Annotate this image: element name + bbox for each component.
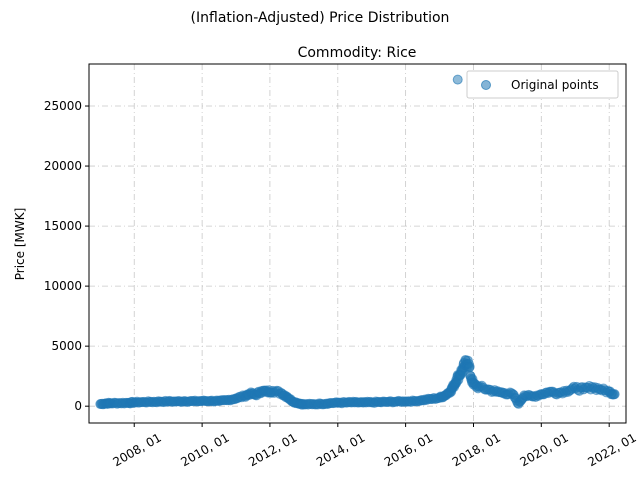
data-point bbox=[608, 389, 619, 400]
data-point bbox=[452, 74, 463, 85]
x-axis-ticks: 2008, 01 2010, 01 2012, 01 2014, 01 2016, 01… bbox=[110, 423, 639, 469]
x-tick-label: 2008, 01 bbox=[110, 430, 163, 469]
y-tick-label: 10000 bbox=[44, 279, 82, 293]
legend-marker bbox=[481, 80, 491, 90]
y-axis-label: Price [MWK] bbox=[13, 208, 27, 281]
x-tick-label: 2018, 01 bbox=[450, 430, 503, 469]
y-axis-ticks: 0 5000 10000 15000 20000 25000 bbox=[44, 99, 89, 413]
y-tick-label: 0 bbox=[74, 399, 82, 413]
y-tick-label: 5000 bbox=[51, 339, 82, 353]
plot-frame bbox=[88, 63, 627, 424]
x-tick-label: 2020, 01 bbox=[518, 430, 571, 469]
scatter-points bbox=[95, 74, 620, 410]
legend-label: Original points bbox=[511, 78, 599, 92]
axes bbox=[88, 63, 627, 424]
legend-frame bbox=[466, 70, 619, 99]
x-tick-label: 2014, 01 bbox=[314, 430, 367, 469]
y-tick-label: 15000 bbox=[44, 219, 82, 233]
x-tick-label: 2010, 01 bbox=[178, 430, 231, 469]
x-tick-label: 2012, 01 bbox=[246, 430, 299, 469]
chart-title: Commodity: Rice bbox=[298, 45, 417, 61]
figure-suptitle: (Inflation-Adjusted) Price Distribution bbox=[191, 10, 450, 26]
data-point bbox=[464, 361, 475, 372]
y-tick-label: 25000 bbox=[44, 99, 82, 113]
x-tick-label: 2022, 01 bbox=[585, 430, 638, 469]
y-tick-label: 20000 bbox=[44, 159, 82, 173]
x-tick-label: 2016, 01 bbox=[382, 430, 435, 469]
legend: Original points bbox=[466, 70, 619, 99]
grid-lines bbox=[89, 64, 626, 423]
